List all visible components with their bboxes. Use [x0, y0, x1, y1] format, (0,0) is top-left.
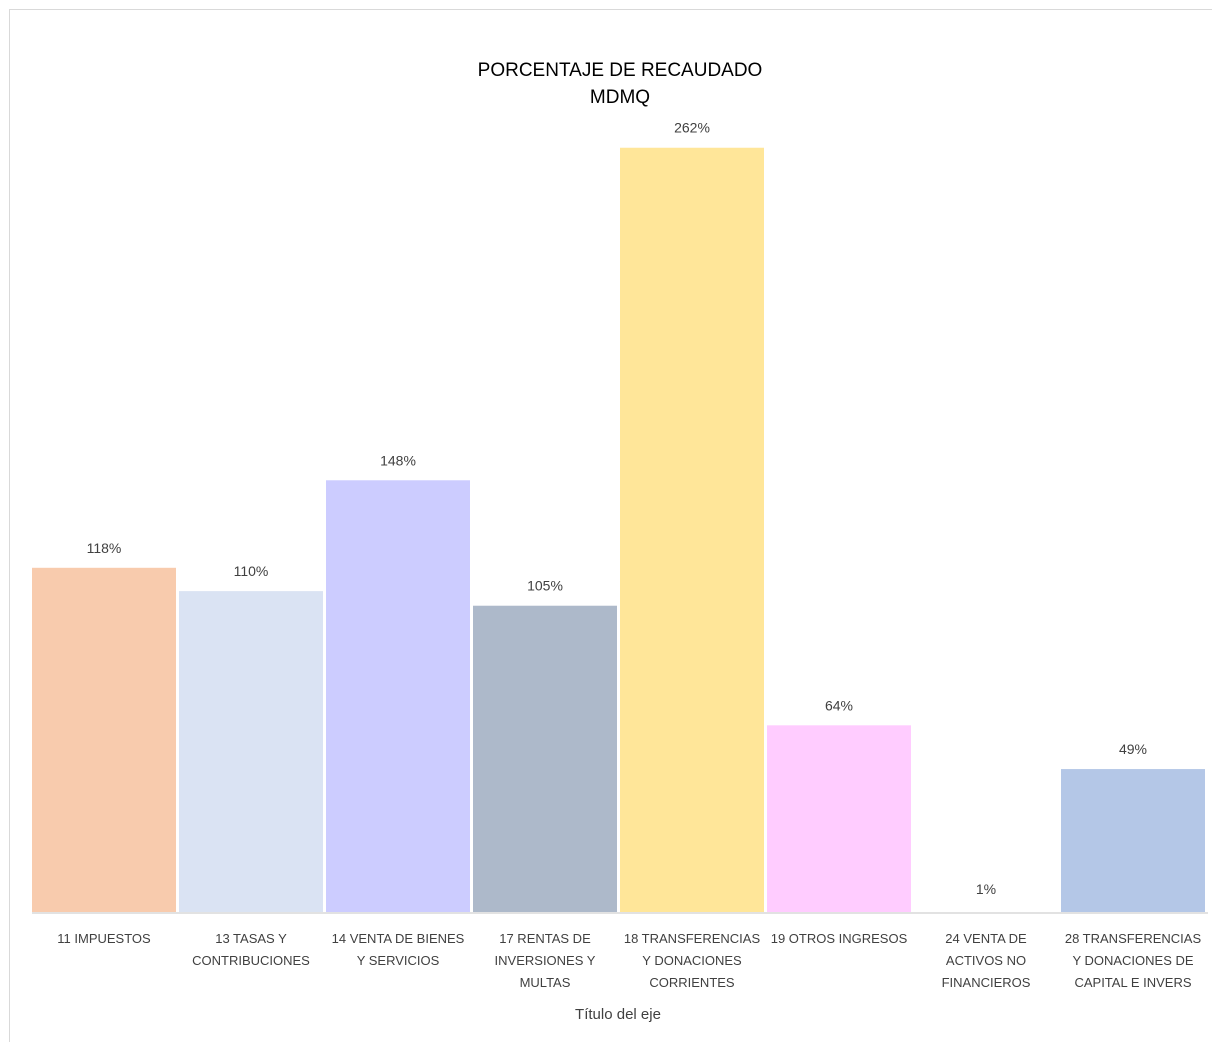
- category-label-1: 11 IMPUESTOS: [57, 931, 151, 946]
- category-label-line: MULTAS: [520, 975, 571, 990]
- bar-6: [767, 725, 911, 912]
- data-label-4: 105%: [527, 578, 563, 594]
- bar-2: [179, 591, 323, 912]
- category-label-line: INVERSIONES Y: [495, 953, 596, 968]
- category-label-3: 14 VENTA DE BIENES Y SERVICIOS: [332, 931, 465, 968]
- chart-title-line-2: MDMQ: [590, 87, 650, 108]
- data-label-2: 110%: [234, 563, 269, 579]
- category-label-line: Y SERVICIOS: [357, 953, 440, 968]
- category-label-line: ACTIVOS NO: [946, 953, 1026, 968]
- bar-4: [473, 605, 617, 912]
- category-label-line: 13 TASAS Y: [215, 931, 287, 946]
- data-label-3: 148%: [380, 452, 416, 468]
- data-label-1: 118%: [87, 540, 122, 556]
- bar-5: [620, 147, 764, 913]
- category-label-8: 28 TRANSFERENCIAS Y DONACIONES DE CAPITAL …: [1065, 931, 1202, 990]
- bar-3: [326, 480, 470, 912]
- chart-title-line-1: PORCENTAJE DE RECAUDADO: [478, 60, 763, 81]
- bars: [32, 147, 1205, 913]
- category-label-5: 18 TRANSFERENCIAS Y DONACIONES CORRIENTES: [624, 931, 761, 990]
- bar-1: [32, 567, 176, 912]
- bar-7: [914, 909, 1058, 912]
- category-label-line: Y DONACIONES DE: [1072, 953, 1193, 968]
- category-label-line: Y DONACIONES: [642, 953, 742, 968]
- category-label-6: 19 OTROS INGRESOS: [771, 931, 908, 946]
- category-label-line: 24 VENTA DE: [945, 931, 1027, 946]
- category-labels: 11 IMPUESTOS 13 TASAS Y CONTRIBUCIONES 14 V…: [57, 931, 1201, 990]
- category-label-line: 19 OTROS INGRESOS: [771, 931, 908, 946]
- data-label-5: 262%: [674, 120, 710, 136]
- category-label-7: 24 VENTA DE ACTIVOS NO FINANCIEROS: [942, 931, 1031, 990]
- category-label-line: 11 IMPUESTOS: [57, 931, 151, 946]
- data-label-8: 49%: [1119, 741, 1147, 757]
- category-label-line: CAPITAL E INVERS: [1074, 975, 1191, 990]
- category-label-line: CORRIENTES: [649, 975, 735, 990]
- category-label-line: 17 RENTAS DE: [499, 931, 591, 946]
- bar-8: [1061, 769, 1205, 912]
- category-label-line: 18 TRANSFERENCIAS: [624, 931, 761, 946]
- category-label-line: 28 TRANSFERENCIAS: [1065, 931, 1202, 946]
- data-labels: 118% 110% 148% 105% 262% 64% 1% 49%: [87, 120, 1147, 897]
- x-axis-title: Título del eje: [575, 1006, 661, 1023]
- category-label-4: 17 RENTAS DE INVERSIONES Y MULTAS: [495, 931, 596, 990]
- category-label-line: CONTRIBUCIONES: [192, 953, 310, 968]
- chart-frame: [9, 9, 1212, 1042]
- category-label-line: FINANCIEROS: [942, 975, 1031, 990]
- category-label-2: 13 TASAS Y CONTRIBUCIONES: [192, 931, 310, 968]
- chart-title: PORCENTAJE DE RECAUDADO MDMQ: [478, 60, 763, 108]
- category-label-line: 14 VENTA DE BIENES: [332, 931, 465, 946]
- data-label-6: 64%: [825, 697, 853, 713]
- data-label-7: 1%: [976, 881, 996, 897]
